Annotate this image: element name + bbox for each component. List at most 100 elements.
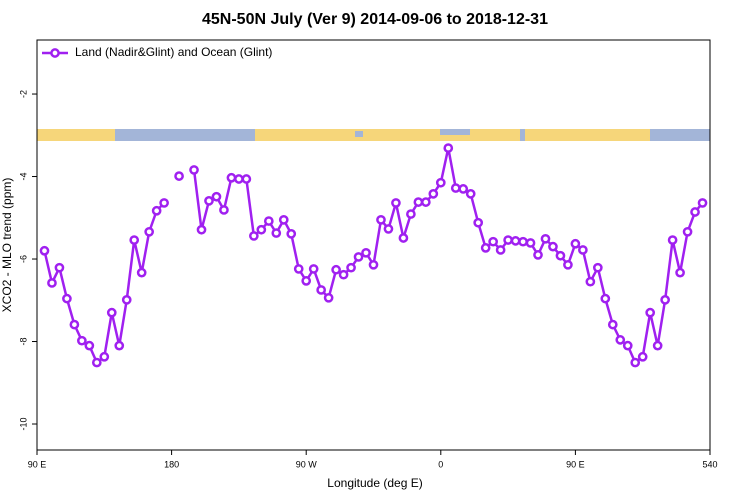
data-point <box>121 295 132 305</box>
data-point <box>226 172 237 183</box>
data-point <box>540 233 551 244</box>
data-point <box>600 293 611 304</box>
data-point <box>263 216 274 226</box>
data-point <box>465 189 476 199</box>
data-point <box>406 209 416 219</box>
data-point <box>316 285 327 295</box>
data-point <box>443 143 454 153</box>
data-point <box>525 238 536 248</box>
data-point <box>682 226 693 237</box>
data-point <box>62 293 72 304</box>
data-point <box>690 207 700 217</box>
x-axis-label: Longitude (deg E) <box>327 476 422 490</box>
data-point <box>174 171 184 181</box>
data-point <box>129 235 140 245</box>
data-point <box>91 357 102 368</box>
plot-frame <box>36 39 711 451</box>
data-point <box>189 165 199 175</box>
data-point <box>555 250 566 261</box>
y-tick-label: -2 <box>18 90 28 98</box>
data-point <box>47 278 57 288</box>
data-point <box>144 226 155 237</box>
data-point <box>495 245 506 255</box>
data-point <box>234 174 244 184</box>
data-point <box>578 245 588 255</box>
data-point <box>630 357 641 368</box>
land-ocean-strip <box>37 129 710 141</box>
data-point <box>256 224 267 235</box>
data-point <box>428 189 439 199</box>
legend-marker <box>50 48 60 58</box>
data-point <box>241 174 252 184</box>
data-point <box>518 236 528 247</box>
data-point <box>510 236 521 246</box>
data-point <box>563 259 573 270</box>
data-point <box>323 292 334 303</box>
data-point <box>667 235 678 245</box>
data-point <box>39 245 50 256</box>
chart-title: 45N-50N July (Ver 9) 2014-09-06 to 2018-… <box>202 11 548 28</box>
data-point <box>99 351 110 362</box>
data-point <box>450 183 461 193</box>
data-point <box>159 198 169 208</box>
data-point <box>376 214 386 225</box>
x-tick-label: 180 <box>164 459 179 469</box>
y-axis-label: XCO2 - MLO trend (ppm) <box>0 178 14 313</box>
data-point <box>338 269 349 280</box>
data-point <box>391 198 401 208</box>
legend-label: Land (Nadir&Glint) and Ocean (Glint) <box>75 45 272 59</box>
data-point <box>420 197 431 207</box>
data-point <box>204 196 214 206</box>
data-point <box>615 335 626 345</box>
data-point <box>308 264 319 274</box>
data-point <box>473 217 484 228</box>
data-point <box>458 184 469 194</box>
data-point <box>368 259 379 270</box>
data-point <box>533 250 543 260</box>
data-point <box>645 307 656 318</box>
y-tick-label: -4 <box>18 173 28 181</box>
data-point <box>69 319 80 330</box>
y-tick-label: -10 <box>18 418 28 431</box>
data-point <box>346 262 356 273</box>
data-point <box>585 276 596 287</box>
data-point <box>84 340 95 351</box>
data-point <box>196 224 207 235</box>
data-point <box>293 264 304 274</box>
data-point <box>54 262 65 273</box>
data-point <box>331 264 341 275</box>
data-point <box>286 229 297 239</box>
data-point <box>697 198 708 208</box>
data-point <box>592 262 603 273</box>
data-point <box>353 252 364 262</box>
data-point <box>503 235 513 245</box>
data-point <box>548 241 558 252</box>
data-point <box>136 267 147 278</box>
x-tick-label: 90 E <box>566 459 585 469</box>
x-tick-label: 0 <box>438 459 443 469</box>
data-point <box>488 236 498 247</box>
x-tick-label: 90 E <box>28 459 47 469</box>
data-point <box>480 243 491 253</box>
data-point <box>114 340 125 351</box>
data-point <box>249 231 259 241</box>
data-point <box>652 340 663 351</box>
data-point <box>383 224 394 234</box>
data-point <box>413 197 424 207</box>
data-point <box>607 319 618 330</box>
data-point <box>77 335 87 346</box>
y-tick-label: -8 <box>18 338 28 346</box>
x-tick-label: 540 <box>702 459 717 469</box>
x-tick-label: 90 W <box>296 459 318 469</box>
data-point <box>398 233 409 243</box>
data-point <box>435 177 446 188</box>
data-point <box>570 238 581 249</box>
data-point <box>660 295 670 305</box>
data-point <box>637 351 648 362</box>
data-point <box>106 307 117 318</box>
data-point <box>675 267 685 278</box>
data-point <box>271 228 282 238</box>
y-tick-label: -6 <box>18 255 28 263</box>
data-point <box>151 205 162 216</box>
